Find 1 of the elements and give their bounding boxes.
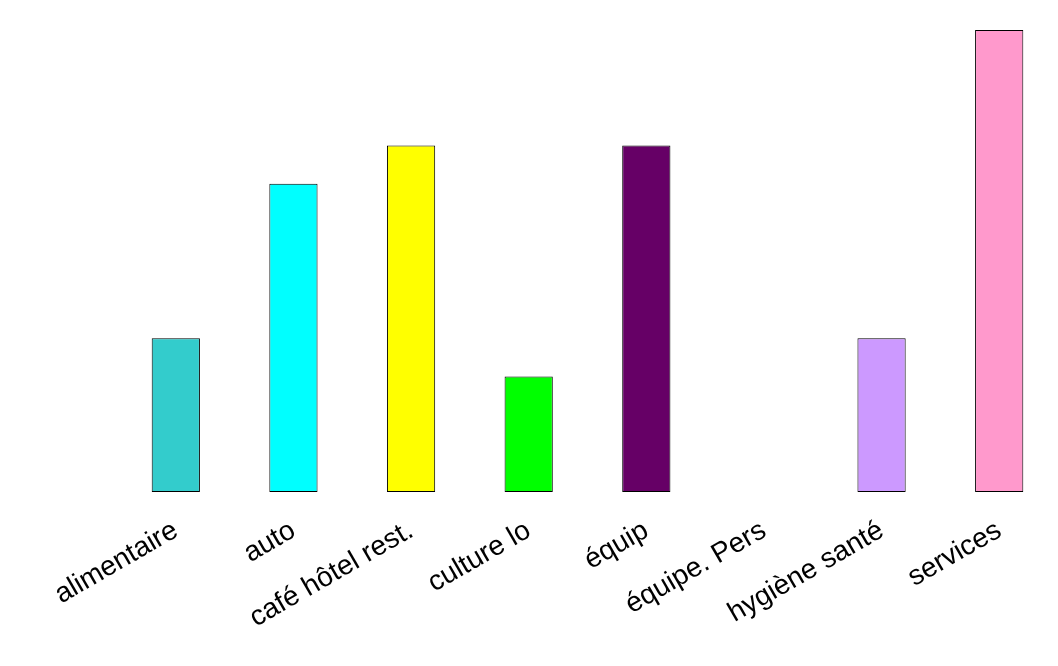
x-tick-label: auto xyxy=(237,513,301,568)
